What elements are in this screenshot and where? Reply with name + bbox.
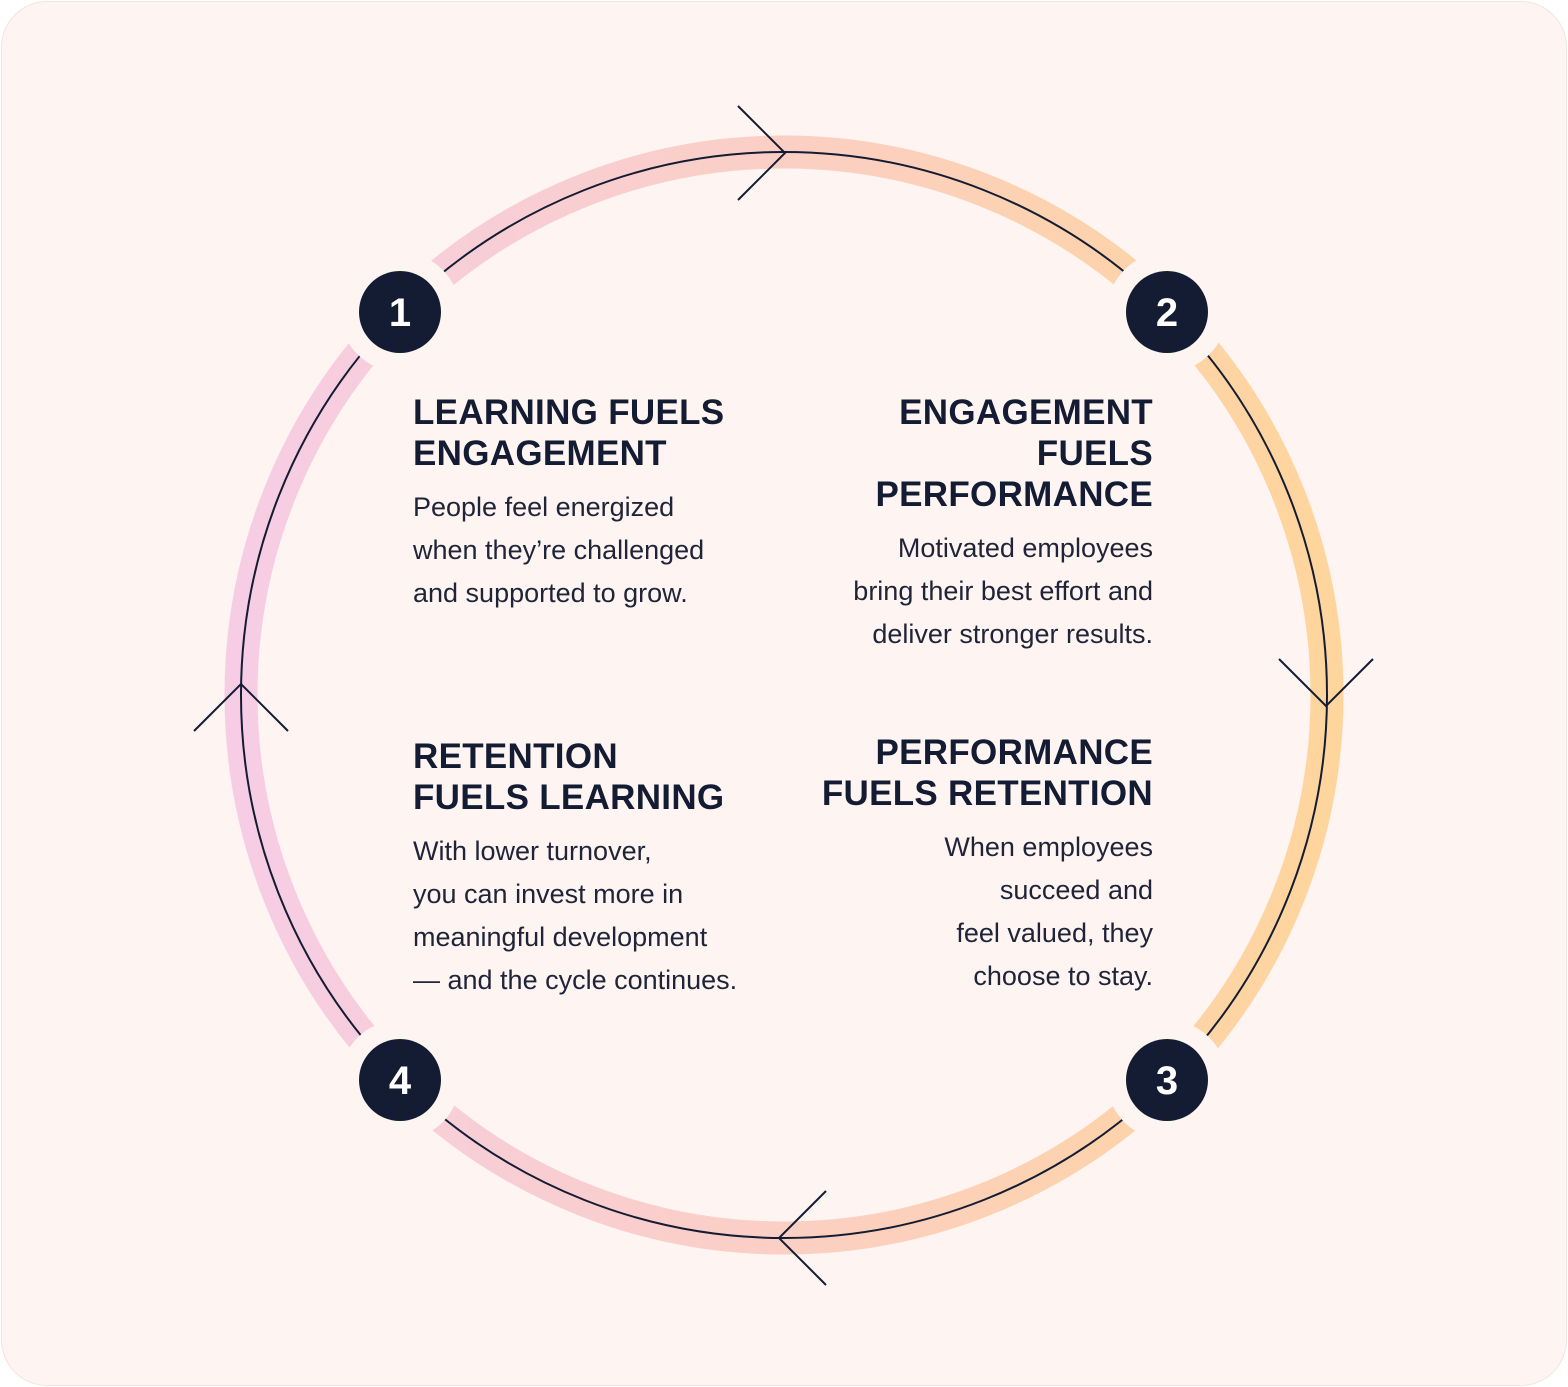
- step-1-body: People feel energized when they’re chall…: [413, 492, 705, 608]
- chevron-down-icon: [1278, 658, 1374, 708]
- chevron-left-icon: [777, 1190, 827, 1286]
- step-2-heading: ENGAGEMENT FUELS PERFORMANCE: [875, 393, 1153, 514]
- step-3-body: When employees succeed and feel valued, …: [944, 832, 1153, 991]
- chevron-right-icon: [737, 105, 787, 201]
- step-2-block: ENGAGEMENT FUELS PERFORMANCE Motivated e…: [780, 392, 1153, 656]
- step-4-block: RETENTION FUELS LEARNING With lower turn…: [413, 736, 813, 1002]
- step-2-number: 2: [1156, 291, 1178, 335]
- step-2-body: Motivated employees bring their best eff…: [853, 533, 1153, 649]
- step-4-badge: [359, 1039, 441, 1121]
- step-4-body: With lower turnover, you can invest more…: [413, 836, 738, 995]
- step-3-badge: [1126, 1039, 1208, 1121]
- step-1-number: 1: [389, 291, 411, 335]
- step-4-heading: RETENTION FUELS LEARNING: [413, 737, 725, 817]
- step-3-heading: PERFORMANCE FUELS RETENTION: [821, 733, 1153, 813]
- step-1-block: LEARNING FUELS ENGAGEMENT People feel en…: [413, 392, 793, 615]
- step-1-heading: LEARNING FUELS ENGAGEMENT: [413, 393, 725, 473]
- step-4-number: 4: [389, 1059, 412, 1103]
- step-2-badge: [1126, 271, 1208, 353]
- step-3-block: PERFORMANCE FUELS RETENTION When employe…: [780, 732, 1153, 998]
- chevron-up-icon: [193, 682, 289, 732]
- step-1-badge: [359, 271, 441, 353]
- step-3-number: 3: [1156, 1059, 1178, 1103]
